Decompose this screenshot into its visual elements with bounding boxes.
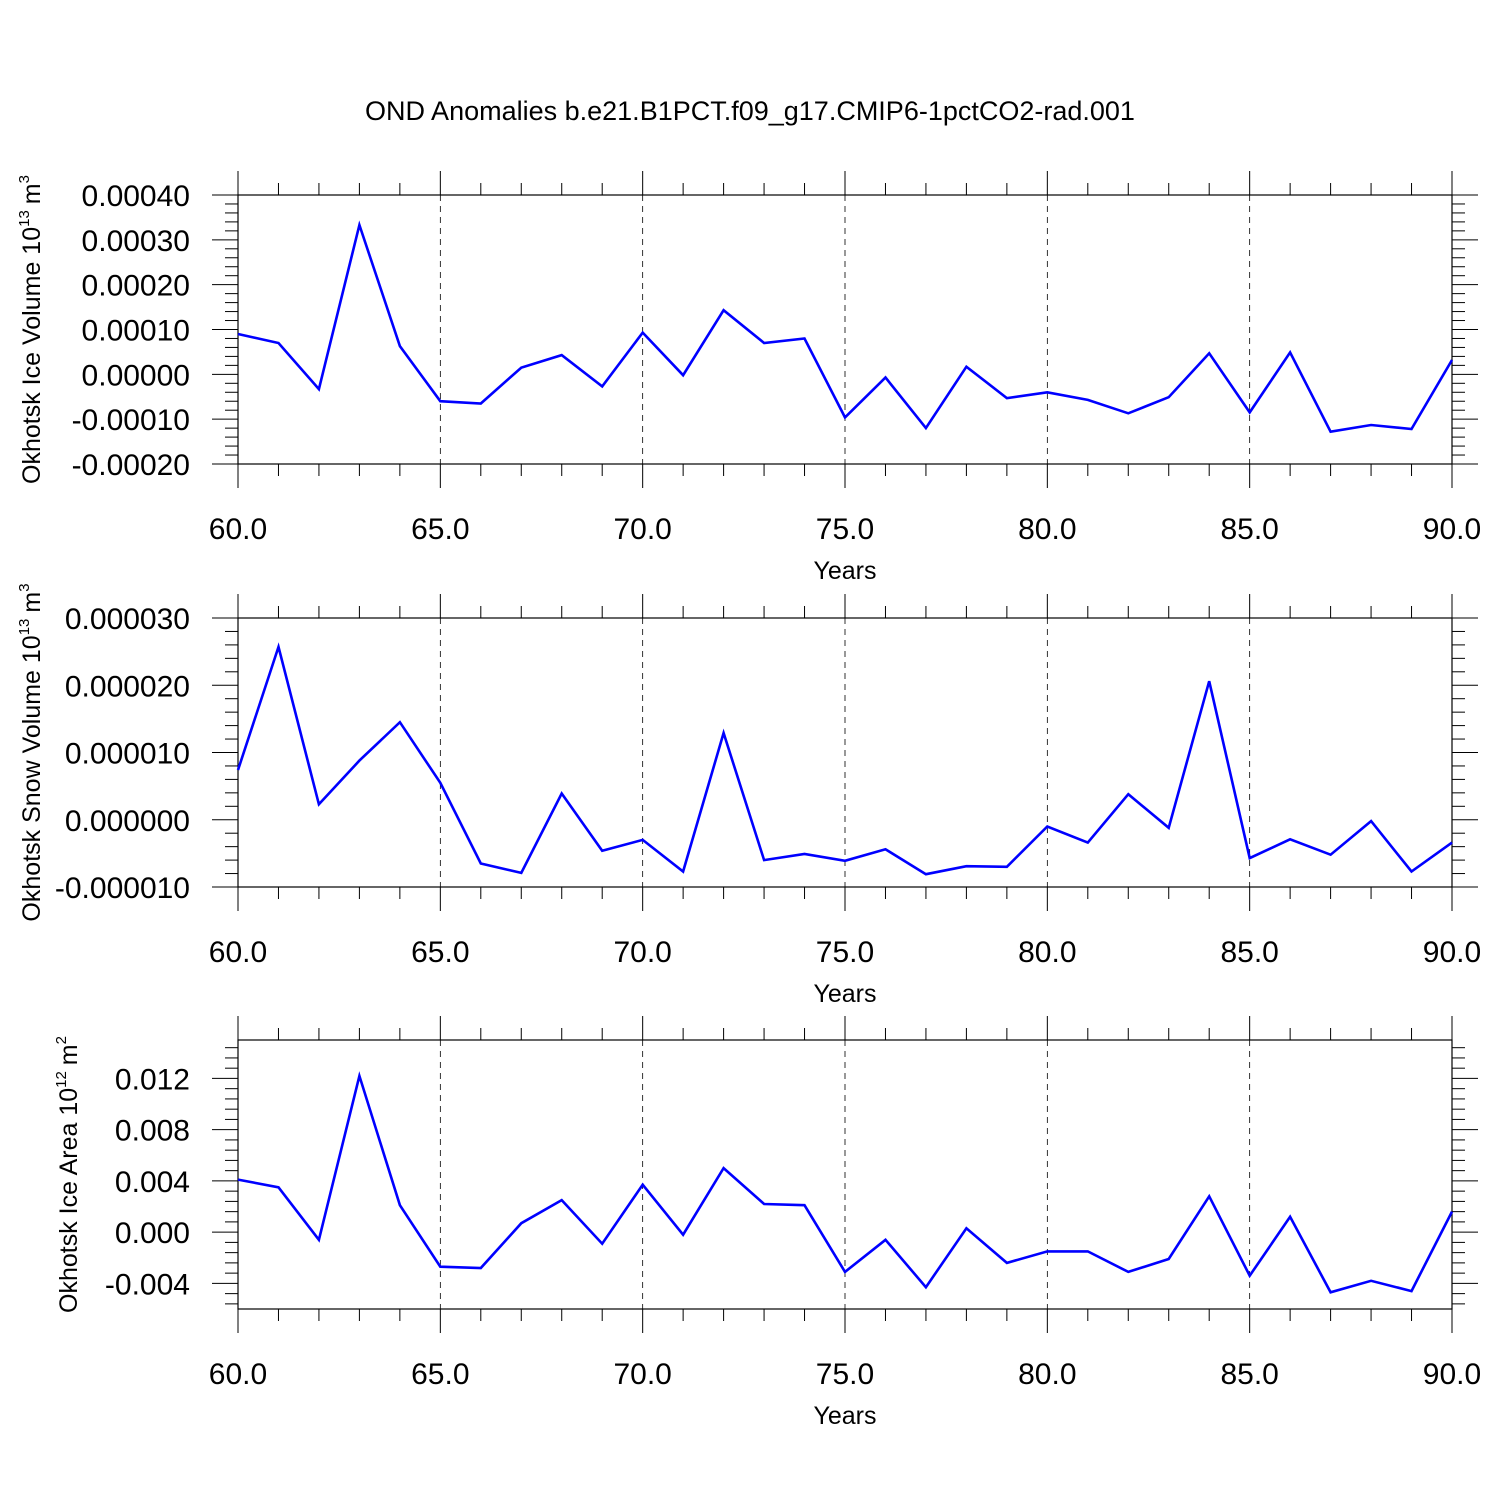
y-tick-label: -0.000010 [55, 872, 190, 905]
chart-panel-3: 60.0 65.0 70.0 75.0 80.0 85.0 90.0 -0.004 0.000 0… [53, 1016, 1481, 1430]
y-tick-label: 0.000000 [65, 805, 190, 838]
y-tick-label: 0.00010 [82, 315, 190, 348]
y-tick-label: 0.004 [115, 1166, 190, 1199]
y-axis-title-exponent: 13 [16, 619, 33, 636]
x-tick-label: 60.0 [209, 513, 267, 546]
y-tick-label: 0.000020 [65, 670, 190, 703]
y-tick-label: -0.004 [105, 1268, 190, 1301]
y-axis-title-unit-exponent: 2 [53, 1036, 70, 1044]
y-tick-label: -0.00010 [72, 404, 190, 437]
y-axis-title-prefix: Okhotsk Ice Volume 10 [18, 227, 46, 484]
y-tick-label: 0.00020 [82, 270, 190, 303]
y-axis-title-unit: m [18, 592, 46, 613]
y-tick-label: -0.00020 [72, 449, 190, 482]
y-axis-title-exponent: 13 [16, 210, 33, 227]
x-tick-label: 75.0 [816, 936, 874, 969]
y-tick-label: 0.000 [115, 1217, 190, 1250]
y-axis-title-unit-exponent: 3 [16, 175, 33, 183]
x-tick-label: 70.0 [613, 1358, 671, 1391]
x-tick-label: 85.0 [1220, 513, 1278, 546]
y-tick-label: 0.008 [115, 1115, 190, 1148]
main-title: OND Anomalies b.e21.B1PCT.f09_g17.CMIP6-… [365, 96, 1135, 126]
x-tick-label: 90.0 [1423, 513, 1481, 546]
x-tick-label: 90.0 [1423, 936, 1481, 969]
x-tick-label: 75.0 [816, 1358, 874, 1391]
y-tick-label: 0.012 [115, 1063, 190, 1096]
y-axis-title: Okhotsk Ice Volume 1013 m3 [16, 175, 46, 484]
panels: 60.0 65.0 70.0 75.0 80.0 85.0 90.0 -0.00020 -0.0… [16, 171, 1481, 1430]
y-axis-title: Okhotsk Ice Area 1012 m2 [53, 1036, 83, 1313]
y-tick-label: 0.000030 [65, 603, 190, 636]
x-tick-label: 75.0 [816, 513, 874, 546]
series-line [237, 1071, 1454, 1294]
y-axis-title-unit: m [55, 1044, 83, 1065]
chart-panel-2: 60.0 65.0 70.0 75.0 80.0 85.0 90.0 -0.000010 0.0… [16, 583, 1481, 1008]
y-tick-label: 0.00000 [82, 359, 190, 392]
x-tick-label: 90.0 [1423, 1358, 1481, 1391]
y-axis-title: Okhotsk Snow Volume 1013 m3 [16, 583, 46, 921]
x-axis-title: Years [813, 1402, 876, 1430]
x-axis-title: Years [813, 557, 876, 585]
x-tick-label: 60.0 [209, 1358, 267, 1391]
y-axis-title-exponent: 12 [53, 1071, 70, 1088]
y-tick-label: 0.00030 [82, 225, 190, 258]
chart-panel-1: 60.0 65.0 70.0 75.0 80.0 85.0 90.0 -0.00020 -0.0… [16, 171, 1481, 585]
x-tick-label: 85.0 [1220, 1358, 1278, 1391]
x-tick-label: 70.0 [613, 513, 671, 546]
x-tick-label: 80.0 [1018, 513, 1076, 546]
series-line [237, 220, 1454, 434]
x-tick-label: 85.0 [1220, 936, 1278, 969]
y-axis-title-prefix: Okhotsk Snow Volume 10 [18, 635, 46, 921]
x-tick-label: 65.0 [411, 513, 469, 546]
x-tick-label: 80.0 [1018, 936, 1076, 969]
y-tick-label: 0.000010 [65, 738, 190, 771]
x-tick-label: 65.0 [411, 1358, 469, 1391]
x-tick-label: 80.0 [1018, 1358, 1076, 1391]
y-tick-label: 0.00040 [82, 180, 190, 213]
y-axis-title-unit-exponent: 3 [16, 583, 33, 591]
y-axis-title-unit: m [18, 183, 46, 204]
series-line [236, 642, 1453, 876]
x-tick-label: 65.0 [411, 936, 469, 969]
x-axis-title: Years [813, 980, 876, 1008]
y-axis-title-prefix: Okhotsk Ice Area 10 [55, 1088, 83, 1313]
x-tick-label: 60.0 [209, 936, 267, 969]
x-tick-label: 70.0 [613, 936, 671, 969]
